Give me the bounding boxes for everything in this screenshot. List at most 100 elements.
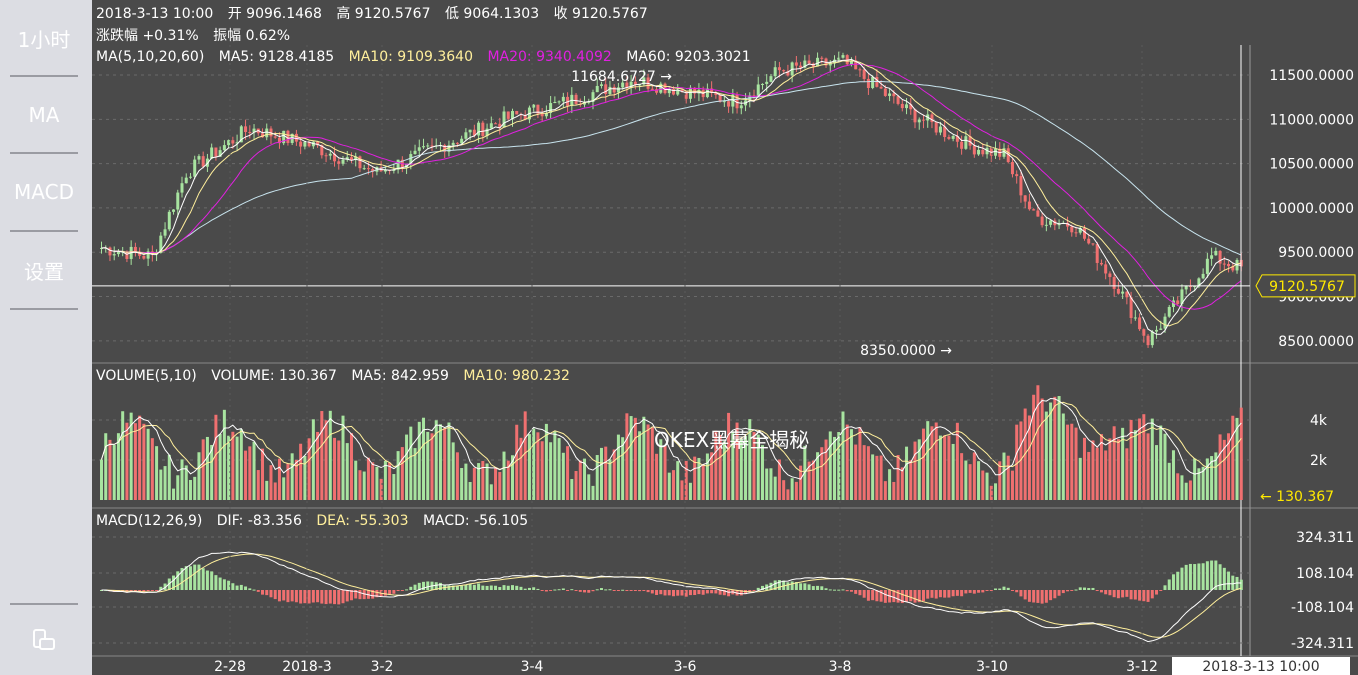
dif-value: DIF: -83.356 [216,513,302,529]
volume-bar [116,433,120,500]
kline-chart[interactable]: 11500.0000 11000.0000 10500.0000 10000.0000… [92,0,1358,675]
volume-bar [947,435,951,500]
candle-body [1146,335,1150,346]
candle-body [515,111,519,115]
volume-value: VOLUME: 130.367 [211,368,337,384]
volume-bars [100,385,1243,500]
macd-bar [705,590,709,594]
volume-bar [748,419,752,500]
volume-bar [468,482,472,500]
macd-bar [777,580,781,590]
candle-body [1180,289,1184,304]
candle-body [426,145,430,147]
macd-button[interactable]: MACD [10,154,78,230]
volume-bar [811,460,815,500]
volume-bar [824,439,828,500]
candle-body [841,55,845,58]
macd-bar [1231,575,1235,590]
macd-bar [1053,590,1057,599]
volume-bar [371,462,375,500]
candle-body [371,169,375,172]
macd-bar [968,590,972,593]
volume-bar [566,446,570,500]
volume-bar [1095,447,1099,500]
candle-body [328,153,332,156]
macd-bar [790,581,794,590]
macd-bar [1150,590,1154,599]
volume-bar [909,460,913,500]
volume-bar [1155,445,1159,500]
volume-bar [506,460,510,500]
macd-bar [1010,590,1014,591]
candle-body [591,92,595,102]
candle-body [451,142,455,146]
volume-bar [155,446,159,500]
macd-bar [1210,560,1214,590]
volume-bar [1112,426,1116,500]
ma5-line [101,58,1242,335]
rotate-screen-button[interactable] [10,605,78,675]
dea-value: DEA: -55.303 [316,513,409,529]
macd-bar [727,590,731,597]
volume-bar [265,480,269,500]
macd-bar [383,590,387,596]
macd-bar [701,590,705,595]
macd-bar [1108,590,1112,596]
macd-bar [1032,590,1036,603]
volume-bar [396,451,400,500]
macd-bar [417,582,421,590]
volume-bar [1010,470,1014,500]
volume-bar [616,434,620,500]
time-tick-label: 3-8 [829,659,852,675]
macd-bar [426,581,430,590]
volume-bar [1227,433,1231,500]
low-value: 9064.1303 [463,6,540,22]
candle-body [489,123,493,129]
macd-bar [1197,563,1201,590]
macd-bar [460,585,464,590]
candle-body [913,109,917,123]
volume-bar [180,459,184,500]
macd-bar [921,590,925,602]
macd-bar [184,566,188,590]
candle-body [616,87,620,93]
candle-body [273,136,277,138]
ma20-legend: MA20: 9340.4092 [487,49,612,65]
volume-bar [896,455,900,500]
ma10-legend: MA10: 9109.3640 [348,49,473,65]
macd-bar [396,590,400,591]
macd-bar [574,590,578,591]
macd-bar [354,590,358,599]
candle-body [866,78,870,88]
volume-bar [392,474,396,500]
macd-bar [960,590,964,597]
volume-bar [366,457,370,500]
volume-bar [286,463,290,500]
settings-button[interactable]: 设置 [10,232,78,308]
candle-body [968,136,972,146]
candle-body [337,161,341,164]
volume-bar [494,467,498,500]
macd-bar [900,590,904,604]
macd-bar [1015,590,1019,593]
volume-bar [1121,427,1125,500]
candle-body [650,88,654,90]
interval-button[interactable]: 1小时 [10,0,78,76]
candle-body [180,183,184,193]
volume-bar [379,478,383,500]
macd-bar [862,590,866,598]
ma-button[interactable]: MA [10,77,78,153]
candle-body [214,147,218,157]
volume-bar [769,468,773,500]
volume-bar [951,443,955,500]
volume-bar [388,462,392,500]
chart-area[interactable]: 11500.0000 11000.0000 10500.0000 10000.0000… [92,0,1358,675]
macd-bar [468,583,472,590]
volume-bar [1070,423,1074,500]
macd-bar [227,580,231,590]
candle-body [883,88,887,96]
candle-body [1188,286,1192,288]
volume-bar [362,471,366,500]
macd-bar [1027,590,1031,602]
volume-bar [294,459,298,500]
